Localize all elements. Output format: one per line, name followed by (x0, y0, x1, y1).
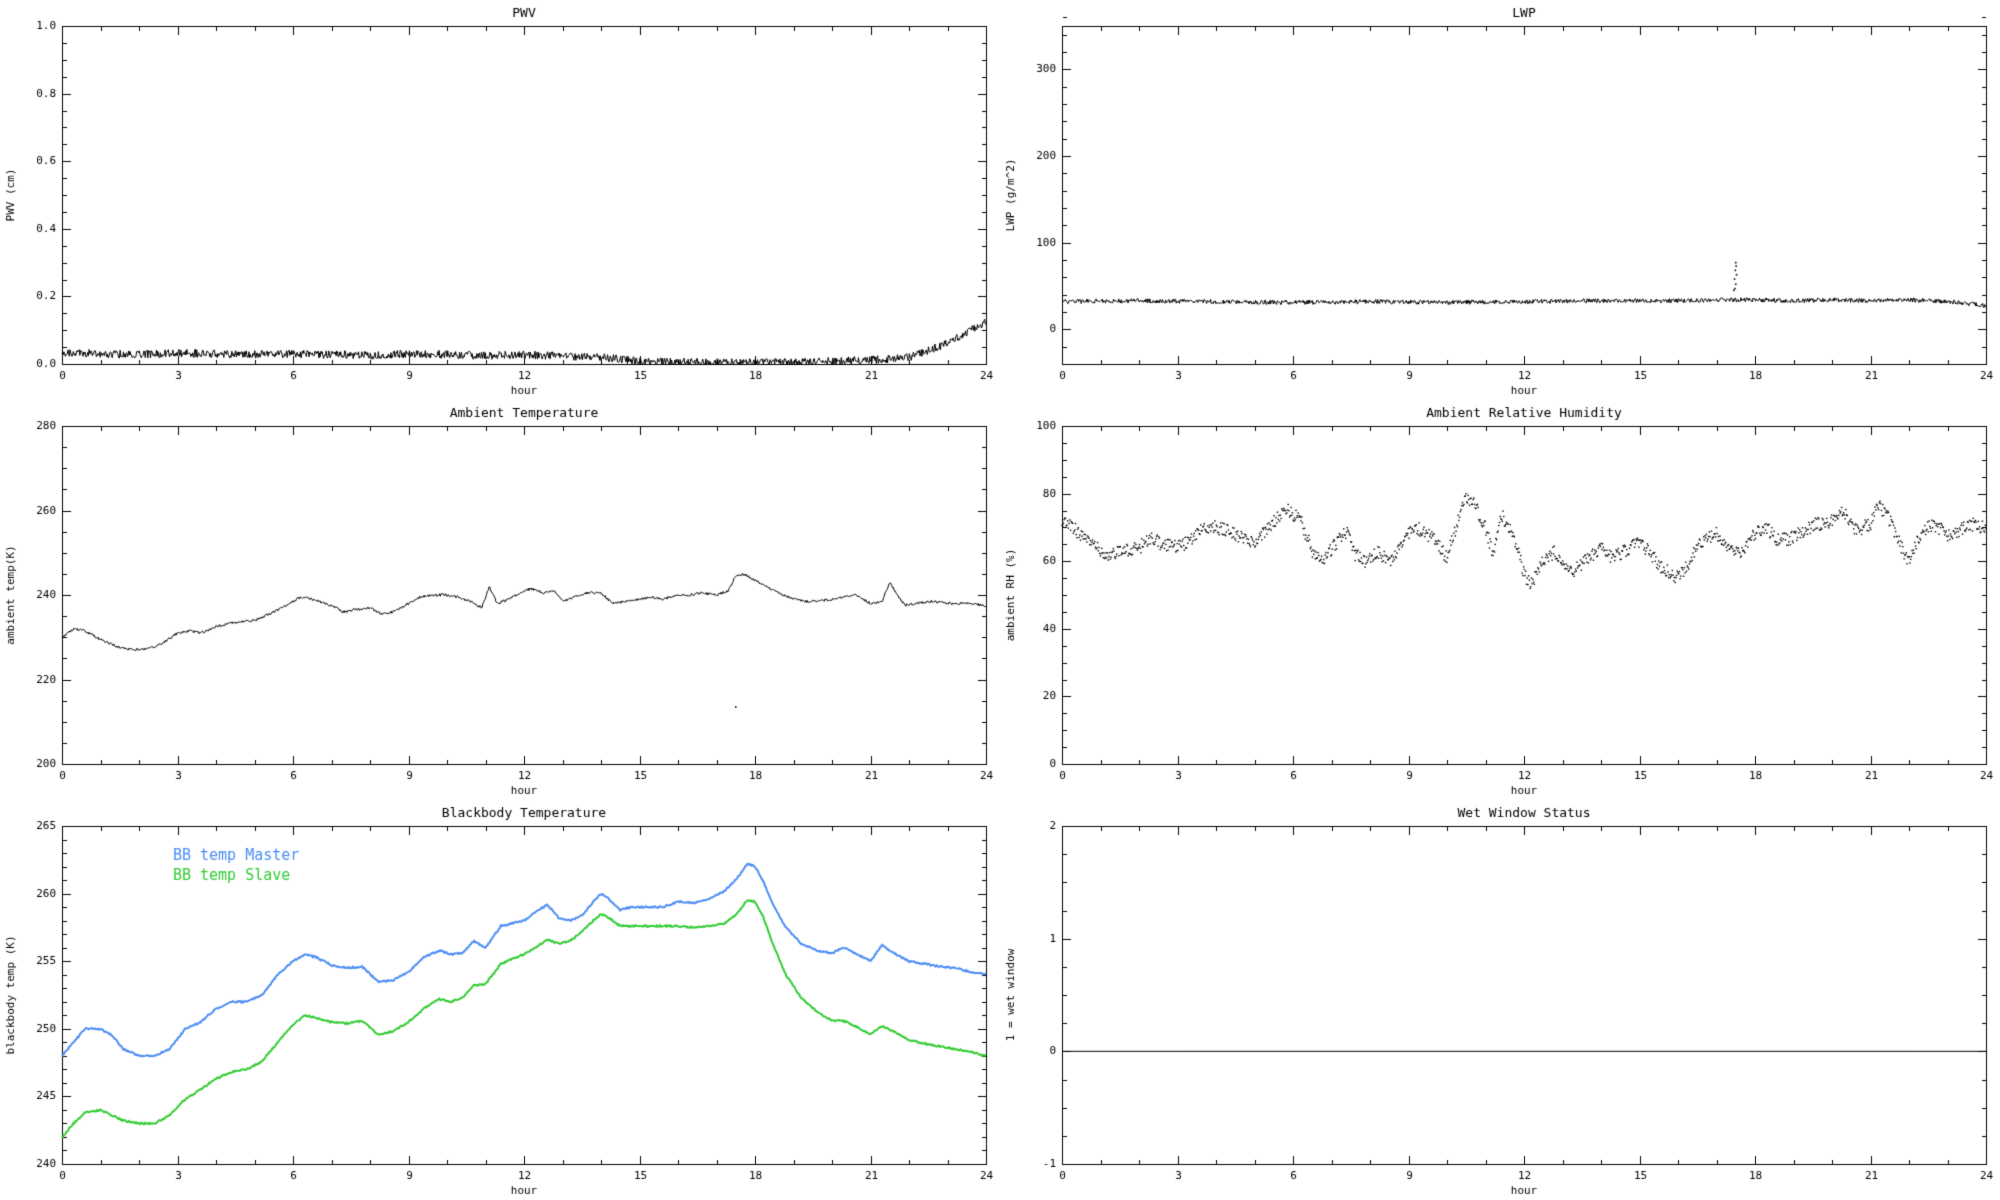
ambient-temperature-chart-canvas (0, 400, 1000, 800)
blackbody-temperature-chart-canvas (0, 800, 1000, 1200)
pwv-chart-canvas (0, 0, 1000, 400)
wet-window-status-chart-canvas (1000, 800, 2000, 1200)
ambient-relative-humidity-chart-canvas (1000, 400, 2000, 800)
lwp-chart-canvas (1000, 0, 2000, 400)
